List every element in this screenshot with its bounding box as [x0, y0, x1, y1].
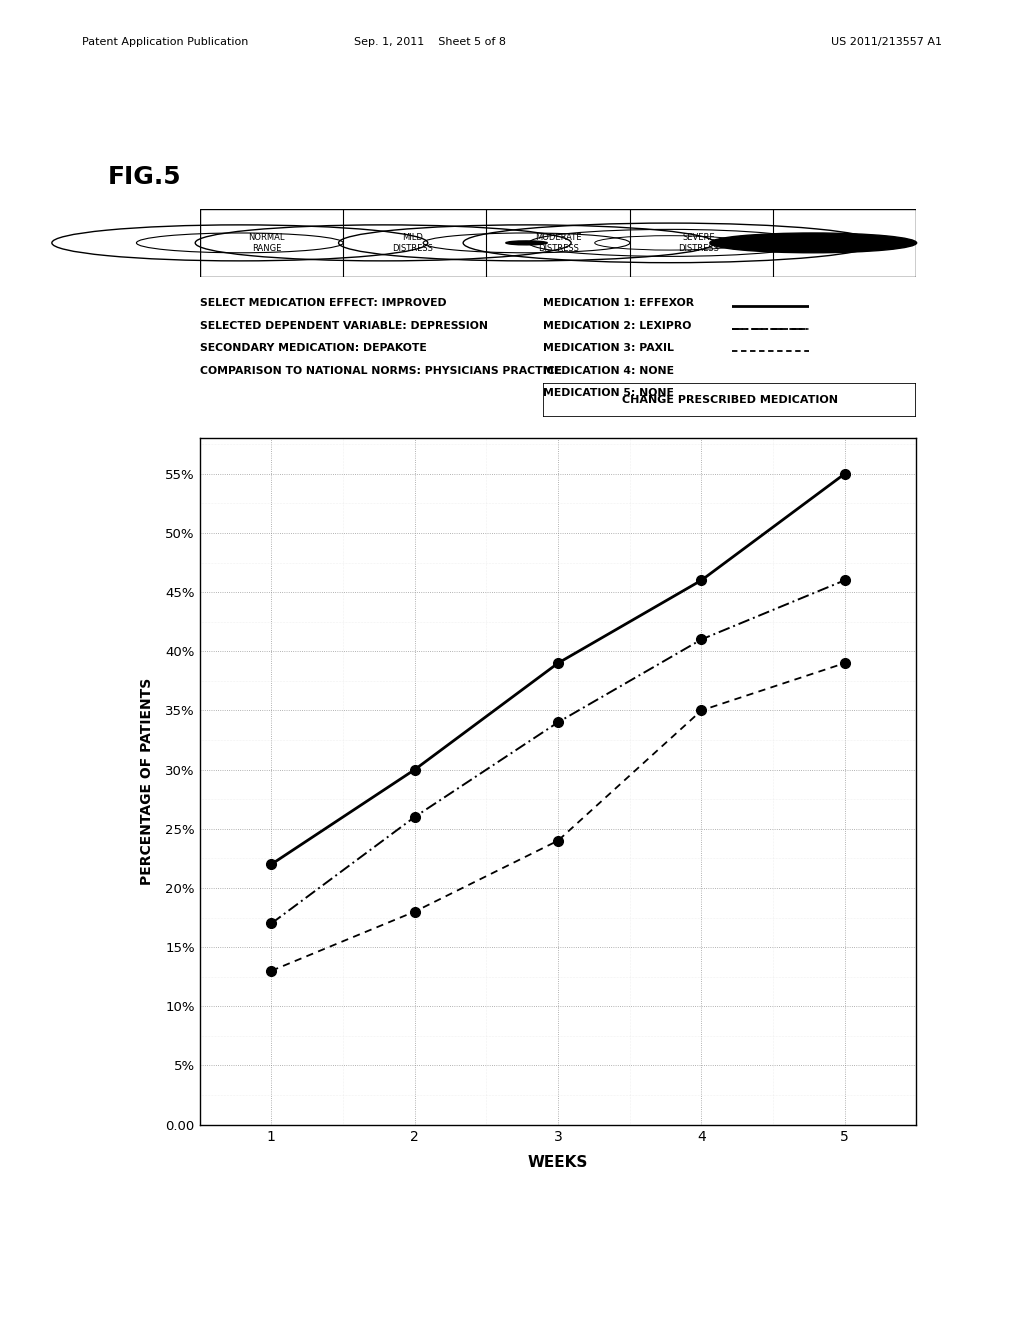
Text: MEDICATION 3: PAXIL: MEDICATION 3: PAXIL	[543, 343, 674, 354]
Text: FIG.5: FIG.5	[108, 165, 181, 189]
Text: MEDICATION 5: NONE: MEDICATION 5: NONE	[543, 388, 674, 399]
Ellipse shape	[506, 242, 547, 246]
Text: MEDICATION 1: EFFEXOR: MEDICATION 1: EFFEXOR	[543, 298, 694, 309]
Text: MEDICATION 4: NONE: MEDICATION 4: NONE	[543, 366, 674, 376]
Ellipse shape	[710, 232, 916, 253]
X-axis label: WEEKS: WEEKS	[528, 1155, 588, 1170]
Text: US 2011/213557 A1: US 2011/213557 A1	[831, 37, 942, 48]
Text: MEDICATION 2: LEXIPRO: MEDICATION 2: LEXIPRO	[543, 321, 691, 331]
Y-axis label: PERCENTAGE OF PATIENTS: PERCENTAGE OF PATIENTS	[140, 677, 154, 886]
Text: MILD
DISTRESS: MILD DISTRESS	[392, 234, 433, 252]
Text: MODERATE
DISTRESS: MODERATE DISTRESS	[536, 234, 582, 252]
Text: COMPARISON TO NATIONAL NORMS: PHYSICIANS PRACTICE: COMPARISON TO NATIONAL NORMS: PHYSICIANS…	[200, 366, 562, 376]
Text: SELECT MEDICATION EFFECT: IMPROVED: SELECT MEDICATION EFFECT: IMPROVED	[200, 298, 446, 309]
Text: CHANGE PRESCRIBED MEDICATION: CHANGE PRESCRIBED MEDICATION	[622, 395, 838, 405]
Text: NORMAL
RANGE: NORMAL RANGE	[249, 234, 285, 252]
Text: INVALID: INVALID	[822, 239, 855, 247]
Text: Sep. 1, 2011    Sheet 5 of 8: Sep. 1, 2011 Sheet 5 of 8	[354, 37, 506, 48]
Text: SELECTED DEPENDENT VARIABLE: DEPRESSION: SELECTED DEPENDENT VARIABLE: DEPRESSION	[200, 321, 487, 331]
Text: SEVERE
DISTRESS: SEVERE DISTRESS	[679, 234, 720, 252]
Text: SECONDARY MEDICATION: DEPAKOTE: SECONDARY MEDICATION: DEPAKOTE	[200, 343, 426, 354]
Text: Patent Application Publication: Patent Application Publication	[82, 37, 248, 48]
